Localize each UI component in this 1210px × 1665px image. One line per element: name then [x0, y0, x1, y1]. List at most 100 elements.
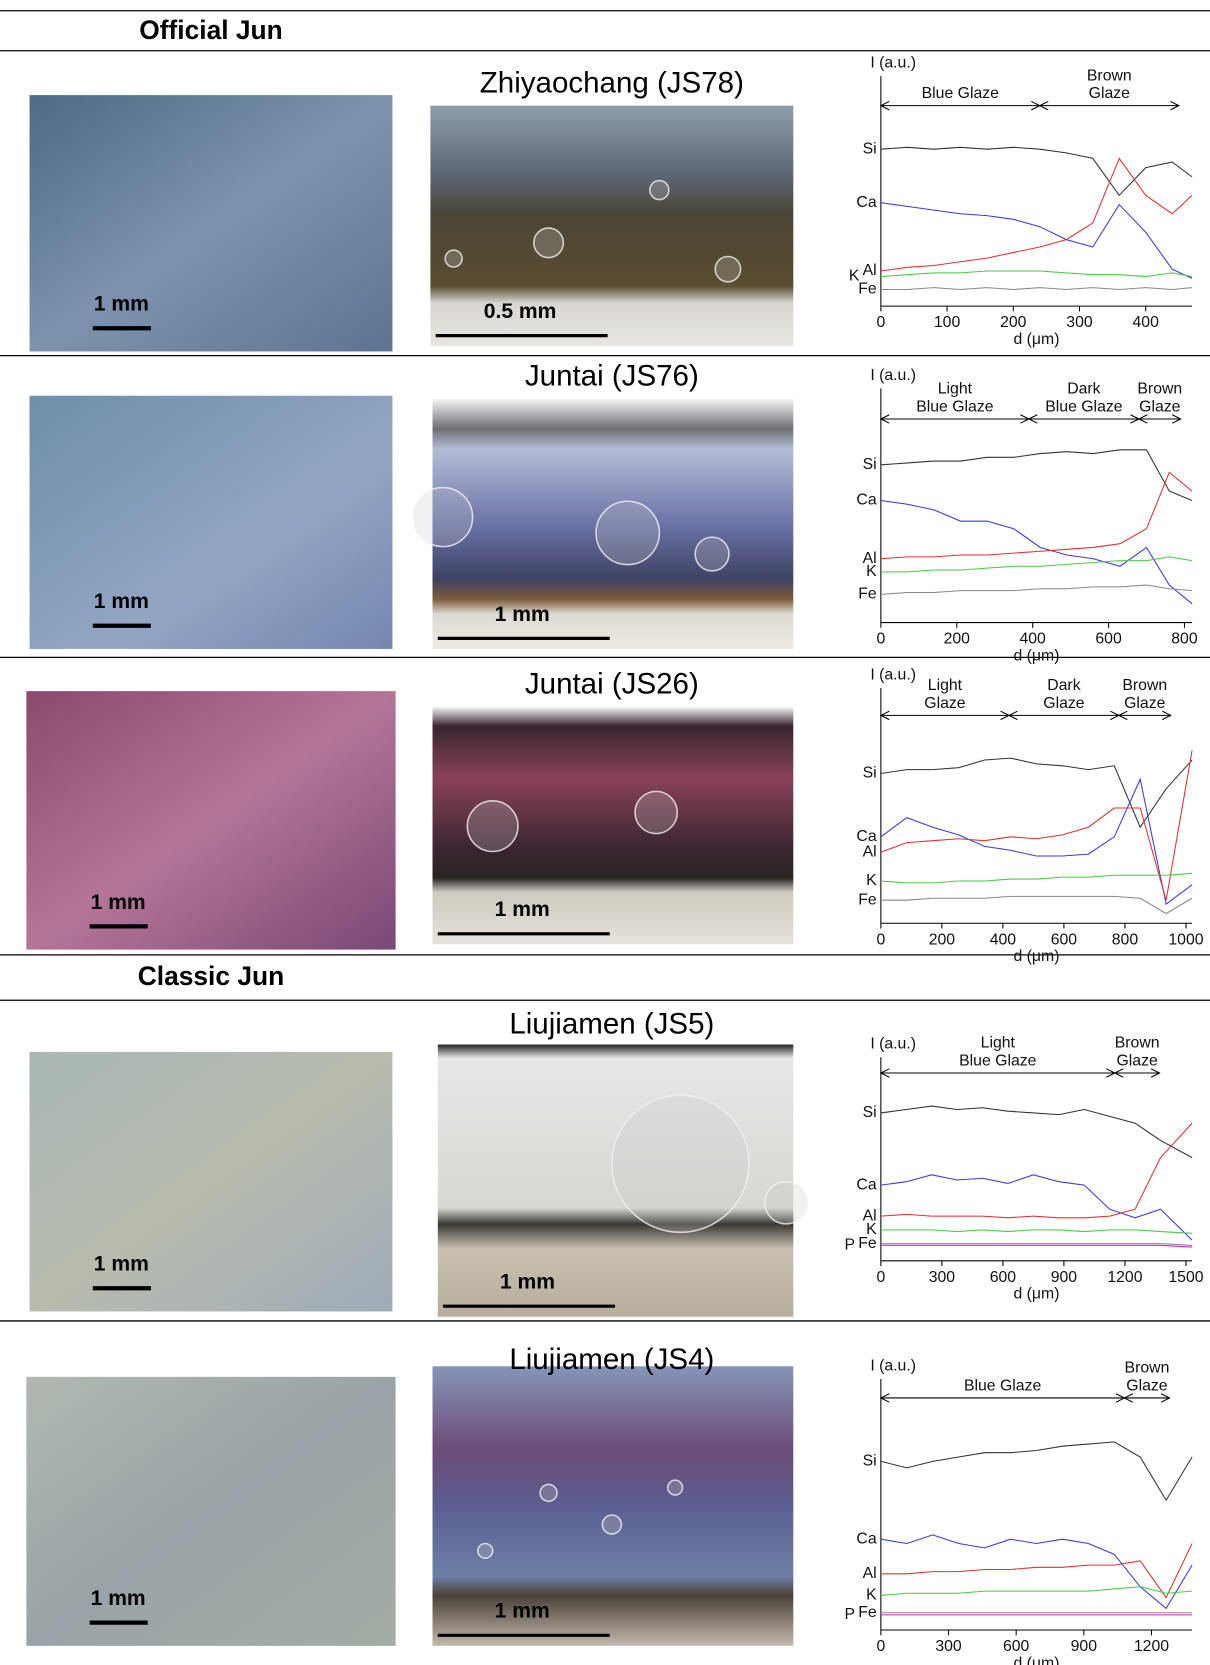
region-arrow [1029, 415, 1139, 423]
scale-label: 1 mm [495, 603, 550, 626]
x-tick-label: 200 [944, 631, 971, 648]
scale-label: 1 mm [495, 898, 550, 921]
series-label: Ca [856, 1530, 876, 1547]
region-label: Blue Glaze [959, 1053, 1037, 1070]
bubble [596, 501, 659, 564]
bubble [635, 791, 677, 833]
region-label: Blue Glaze [964, 1378, 1042, 1395]
x-tick-label: 0 [876, 1269, 885, 1286]
trace [881, 288, 1192, 290]
trace [881, 147, 1192, 195]
trace [881, 758, 1192, 827]
region-label: Light [938, 381, 973, 398]
panel-title: Zhiyaochang (JS78) [480, 66, 744, 99]
x-tick-label: 600 [1003, 1638, 1030, 1655]
bubble [445, 250, 462, 267]
panel-title: Liujiamen (JS4) [509, 1343, 714, 1376]
scale-label: 1 mm [495, 1600, 550, 1623]
scale-label: 1 mm [94, 293, 149, 316]
series-label: Si [863, 456, 877, 473]
region-label: Light [928, 677, 963, 694]
x-axis-label: d (μm) [1013, 331, 1059, 348]
region-arrow [1040, 101, 1179, 109]
scale-label: 1 mm [94, 1253, 149, 1276]
region-label: Glaze [1116, 1053, 1158, 1070]
x-tick-label: 300 [929, 1269, 956, 1286]
trace [881, 1245, 1192, 1247]
figure: Official Jun Classic Jun 1 mm 0.5 mm Zhiya… [0, 0, 1210, 1665]
trace [881, 1230, 1192, 1233]
trace [881, 1106, 1192, 1158]
series-label: Si [863, 765, 877, 782]
trace [881, 271, 1192, 277]
region-arrow [1124, 1394, 1169, 1402]
region-label: Brown [1122, 677, 1167, 694]
x-tick-label: 600 [990, 1269, 1017, 1286]
region-label: Glaze [1139, 399, 1181, 416]
trace [881, 450, 1192, 501]
region-arrow [881, 1069, 1115, 1077]
region-label: Glaze [924, 695, 966, 712]
surface-photo [30, 95, 393, 351]
trace [881, 1123, 1192, 1218]
series-label: Fe [858, 1604, 877, 1621]
page: { "sections": [{"title": "Official Jun"}… [0, 0, 1210, 1665]
region-label: Brown [1137, 381, 1182, 398]
x-axis-label: d (μm) [1013, 1286, 1059, 1303]
series-label: Si [863, 1104, 877, 1121]
series-label: Si [863, 1453, 877, 1470]
x-tick-label: 0 [876, 1638, 885, 1655]
bubble [695, 537, 729, 571]
series-label: Al [863, 843, 877, 860]
region-label: Glaze [1089, 85, 1131, 102]
y-axis-label: I (a.u.) [870, 1036, 916, 1053]
region-label: Glaze [1043, 695, 1085, 712]
x-tick-label: 400 [1133, 314, 1160, 331]
trace [881, 557, 1192, 572]
bubble [668, 1480, 683, 1495]
bubble [715, 257, 740, 282]
region-arrow [881, 711, 1009, 719]
y-axis-label: I (a.u.) [870, 666, 916, 683]
region-label: Light [981, 1035, 1016, 1052]
series-label: P [844, 1236, 855, 1253]
series-label: Fe [858, 891, 877, 908]
region-label: Blue Glaze [922, 85, 1000, 102]
x-tick-label: 1000 [1168, 931, 1203, 948]
x-tick-label: 1200 [1134, 1638, 1169, 1655]
scale-label: 0.5 mm [484, 300, 557, 323]
x-tick-label: 0 [876, 931, 885, 948]
section-title: Official Jun [139, 15, 283, 45]
series-label: Fe [858, 1235, 877, 1252]
series-label: K [866, 1587, 877, 1604]
region-label: Brown [1087, 67, 1132, 84]
surface-photo [30, 396, 393, 649]
section-photo [433, 1366, 794, 1646]
trace [881, 873, 1192, 883]
x-tick-label: 900 [1051, 1269, 1078, 1286]
region-arrow [1139, 415, 1181, 423]
x-tick-label: 400 [1019, 631, 1046, 648]
trace [881, 779, 1192, 904]
x-tick-label: 600 [1051, 931, 1078, 948]
region-arrow [881, 415, 1029, 423]
region-label: Blue Glaze [916, 399, 994, 416]
trace [881, 472, 1192, 558]
trace [881, 585, 1192, 594]
panel-title: Juntai (JS26) [525, 668, 699, 701]
x-tick-label: 1500 [1168, 1269, 1203, 1286]
x-tick-label: 0 [876, 314, 885, 331]
section-title: Classic Jun [138, 961, 285, 991]
bubble [765, 1182, 807, 1224]
x-tick-label: 800 [1112, 931, 1139, 948]
series-label: Si [863, 140, 877, 157]
series-label: Ca [856, 1176, 876, 1193]
trace [881, 501, 1192, 604]
trace [881, 1442, 1192, 1500]
x-tick-label: 400 [990, 931, 1017, 948]
bubble [478, 1544, 493, 1559]
bubble [602, 1515, 621, 1534]
region-label: Brown [1115, 1035, 1160, 1052]
x-tick-label: 600 [1095, 631, 1122, 648]
series-label: Fe [858, 281, 877, 298]
